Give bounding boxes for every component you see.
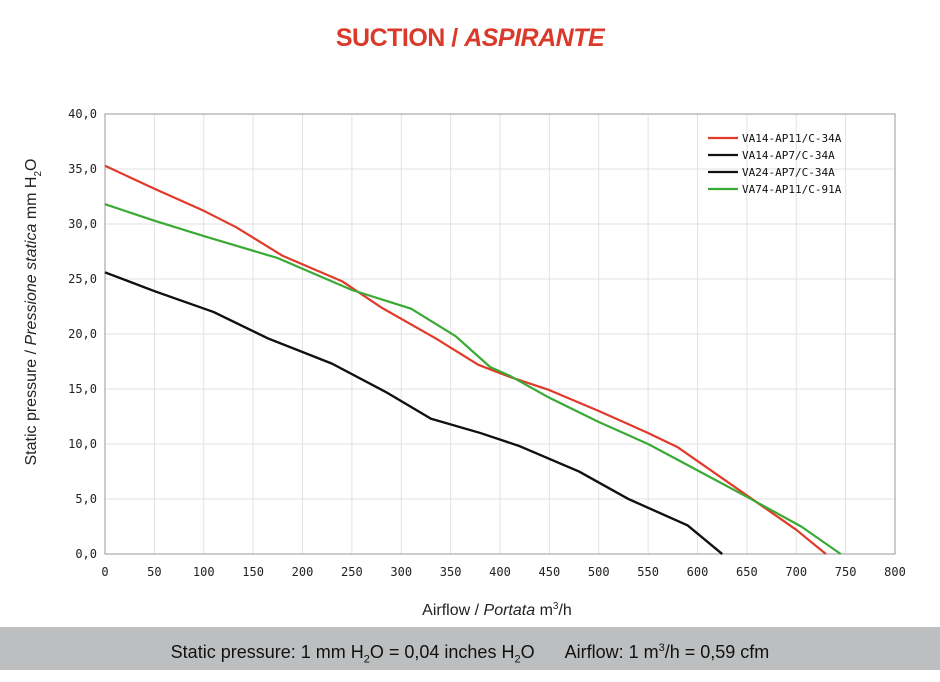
footer-bar: Static pressure: 1 mm H2O = 0,04 inches … bbox=[0, 627, 940, 670]
series-line-3 bbox=[104, 203, 842, 555]
x-tick-label-14: 700 bbox=[785, 565, 807, 579]
x-label-unit-b: /h bbox=[558, 602, 571, 619]
plot-frame bbox=[104, 113, 896, 555]
legend-label-1: VA14-AP7/C-34A bbox=[742, 149, 835, 162]
x-axis-title: Airflow / Portata m3/h bbox=[422, 601, 572, 619]
legend-label-3: VA74-AP11/C-91A bbox=[742, 183, 842, 196]
chart-lines bbox=[104, 164, 842, 555]
y-tick-label-3: 15,0 bbox=[68, 382, 97, 396]
chart-grid bbox=[104, 113, 896, 555]
x-label-b: Portata bbox=[484, 602, 536, 619]
x-tick-label-4: 200 bbox=[292, 565, 314, 579]
footer-airflow-a: Airflow: 1 m bbox=[564, 642, 659, 662]
x-tick-label-3: 150 bbox=[242, 565, 264, 579]
x-tick-label-5: 250 bbox=[341, 565, 363, 579]
x-label-unit-sup: 3 bbox=[553, 601, 559, 612]
y-axis-ticks: 0,0 5,0 10,0 15,0 20,0 25,0 30,0 35,0 40,0 bbox=[68, 107, 97, 561]
y-tick-label-4: 20,0 bbox=[68, 327, 97, 341]
legend-label-2: VA24-AP7/C-34A bbox=[742, 166, 835, 179]
x-tick-label-15: 750 bbox=[835, 565, 857, 579]
x-tick-label-0: 0 bbox=[101, 565, 108, 579]
footer-airflow-b: /h = 0,59 cfm bbox=[664, 642, 770, 662]
y-label-sep: / bbox=[23, 345, 40, 358]
x-tick-label-12: 600 bbox=[687, 565, 709, 579]
x-axis-ticks: 0 50 100 150 200 250 300 350 400 450 500 550 600 650 7… bbox=[101, 565, 905, 579]
page-title: SUCTION / ASPIRANTE bbox=[0, 24, 940, 53]
footer-sub-1: 2 bbox=[363, 653, 370, 666]
y-tick-label-5: 25,0 bbox=[68, 272, 97, 286]
series-line-1 bbox=[104, 271, 723, 555]
x-tick-label-9: 450 bbox=[539, 565, 561, 579]
x-tick-label-7: 350 bbox=[440, 565, 462, 579]
x-tick-label-1: 50 bbox=[147, 565, 161, 579]
y-tick-label-0: 0,0 bbox=[75, 547, 97, 561]
footer-pressure-b: O = 0,04 inches H bbox=[369, 642, 515, 662]
title-main: SUCTION / bbox=[335, 24, 465, 52]
footer-sup-3: 3 bbox=[658, 642, 665, 654]
series-line-0 bbox=[104, 164, 827, 555]
series-line-2 bbox=[104, 271, 723, 555]
y-label-unit-b: O bbox=[23, 158, 40, 170]
x-tick-label-8: 400 bbox=[489, 565, 511, 579]
y-tick-label-6: 30,0 bbox=[68, 217, 97, 231]
y-tick-label-1: 5,0 bbox=[75, 492, 97, 506]
x-tick-label-2: 100 bbox=[193, 565, 215, 579]
y-label-b: Pressione statica bbox=[23, 224, 40, 346]
y-label-unit-sub: 2 bbox=[33, 171, 44, 177]
footer-pressure-a: Static pressure: 1 mm H bbox=[170, 642, 364, 662]
y-label-unit-a: mm H bbox=[23, 177, 40, 224]
x-tick-label-6: 300 bbox=[390, 565, 412, 579]
y-tick-label-8: 40,0 bbox=[68, 107, 97, 121]
x-tick-label-13: 650 bbox=[736, 565, 758, 579]
chart-legend: VA14-AP11/C-34A VA14-AP7/C-34A VA24-AP7/C-… bbox=[708, 132, 842, 196]
x-tick-label-11: 550 bbox=[637, 565, 659, 579]
footer-sub-2: 2 bbox=[514, 653, 521, 666]
x-tick-label-10: 500 bbox=[588, 565, 610, 579]
y-tick-label-7: 35,0 bbox=[68, 162, 97, 176]
y-axis-title: Static pressure / Pressione statica mm H… bbox=[23, 158, 44, 465]
chart: 0,0 5,0 10,0 15,0 20,0 25,0 30,0 35,0 40,0 0 50 10… bbox=[23, 107, 906, 619]
y-label-a: Static pressure bbox=[23, 359, 40, 466]
title-italic: ASPIRANTE bbox=[464, 24, 605, 52]
x-tick-label-16: 800 bbox=[884, 565, 906, 579]
y-tick-label-2: 10,0 bbox=[68, 437, 97, 451]
x-label-a: Airflow bbox=[422, 602, 470, 619]
footer-pressure-c: O bbox=[520, 642, 535, 662]
x-label-sep: / bbox=[470, 602, 483, 619]
x-label-unit-a: m bbox=[535, 602, 553, 619]
legend-label-0: VA14-AP11/C-34A bbox=[742, 132, 842, 145]
